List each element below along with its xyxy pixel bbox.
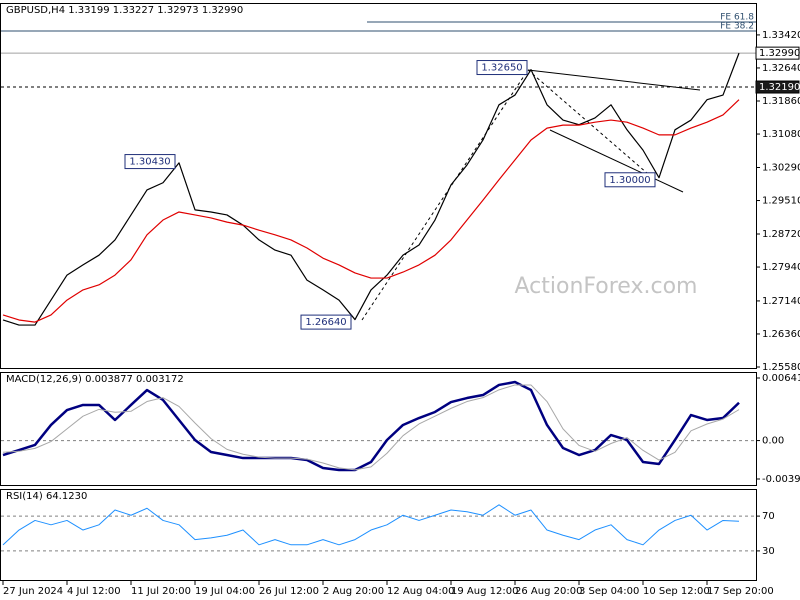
- panel-title: GBPUSD,H4 1.33199 1.33227 1.32973 1.3299…: [6, 5, 243, 16]
- y-tick-label: 1.28720: [762, 229, 800, 240]
- x-tick-label: 12 Aug 04:00: [387, 586, 454, 597]
- main-panel: [0, 3, 757, 369]
- price-tag: [755, 46, 800, 60]
- x-tick-label: 19 Aug 12:00: [451, 586, 518, 597]
- x-tick-label: 19 Jul 04:00: [195, 586, 255, 597]
- x-tick-label: 10 Sep 12:00: [643, 586, 710, 597]
- y-tick-label: 1.32640: [762, 63, 800, 74]
- y-tick-label: 30: [762, 546, 775, 557]
- rsi-panel: [0, 489, 757, 581]
- series-line: [2, 52, 740, 326]
- y-tick-label: 1.27140: [762, 296, 800, 307]
- x-tick-label: 2 Aug 20:00: [323, 586, 384, 597]
- callout-label: 1.32650: [481, 63, 522, 74]
- trendline: [527, 69, 701, 91]
- trendline: [549, 129, 684, 193]
- series-line: [2, 504, 740, 546]
- price-tag: [755, 80, 800, 94]
- fe-label: FE 61.8: [720, 13, 754, 23]
- y-tick-label: 70: [762, 511, 775, 522]
- fe-label: FE 38.2: [720, 21, 754, 31]
- x-tick-label: 11 Jul 20:00: [131, 586, 191, 597]
- callout-box: [124, 154, 176, 170]
- y-tick-label: -0.003938: [762, 474, 800, 485]
- y-tick-label: 1.25580: [762, 362, 800, 373]
- panel-title: MACD(12,26,9) 0.003877 0.003172: [6, 374, 184, 385]
- x-tick-label: 26 Jul 12:00: [259, 586, 319, 597]
- callout-label: 1.30430: [129, 157, 170, 168]
- y-tick-label: 1.31080: [762, 129, 800, 140]
- y-tick-label: 1.30290: [762, 162, 800, 173]
- trendlines: [361, 69, 701, 321]
- y-tick-label: 1.26360: [762, 329, 800, 340]
- price-tag-label: 1.32990: [759, 48, 800, 59]
- y-tick-label: 0.006413: [762, 373, 800, 384]
- y-tick-label: 1.29510: [762, 196, 800, 207]
- macd-panel: [0, 372, 757, 486]
- callout-box: [300, 314, 352, 330]
- callout-label: 1.30000: [609, 175, 650, 186]
- y-tick-label: 1.31860: [762, 96, 800, 107]
- panel-title: RSI(14) 64.1230: [6, 491, 87, 502]
- series-line: [2, 384, 740, 471]
- trendline: [361, 69, 529, 321]
- callout-box: [476, 60, 528, 76]
- y-tick-label: 0.00: [762, 436, 784, 447]
- x-tick-label: 27 Jun 2024: [3, 586, 63, 597]
- series-line: [2, 380, 740, 472]
- x-tick-label: 4 Jul 12:00: [67, 586, 121, 597]
- price-tag-label: 1.32190: [759, 82, 800, 93]
- watermark: ActionForex.com: [515, 274, 698, 299]
- x-tick-label: 3 Sep 04:00: [579, 586, 639, 597]
- x-tick-label: 26 Aug 20:00: [515, 586, 582, 597]
- callout-box: [604, 172, 656, 188]
- y-tick-label: 1.33420: [762, 30, 800, 41]
- callout-label: 1.26640: [305, 317, 346, 328]
- series-line: [2, 99, 740, 323]
- y-tick-label: 1.27940: [762, 262, 800, 273]
- x-tick-label: 17 Sep 20:00: [707, 586, 774, 597]
- trendline: [527, 69, 656, 181]
